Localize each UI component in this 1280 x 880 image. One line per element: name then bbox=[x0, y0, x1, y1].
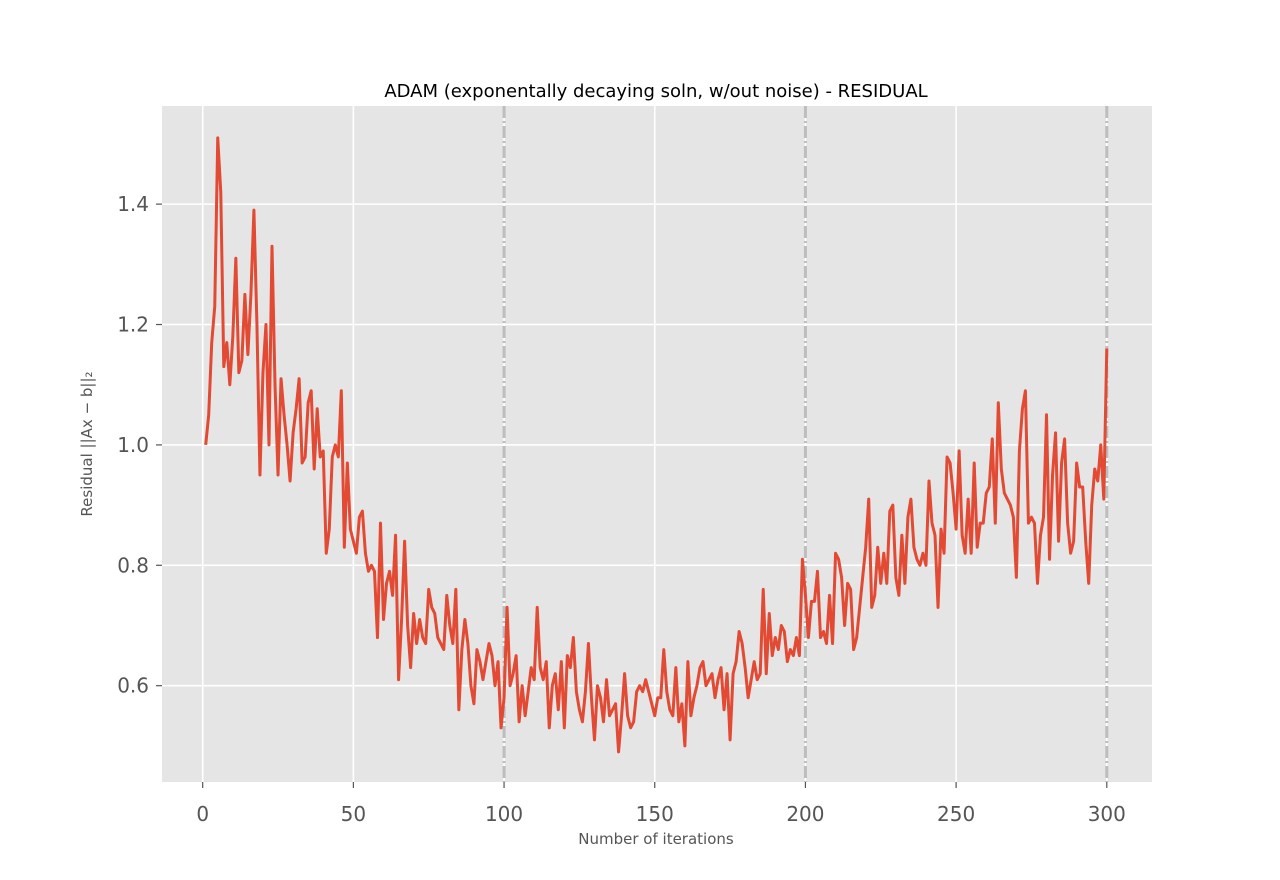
y-tick-label: 1.4 bbox=[117, 192, 149, 216]
y-tick-label: 0.8 bbox=[117, 553, 149, 577]
x-tick-label: 300 bbox=[1088, 802, 1126, 826]
y-tick-label: 1.2 bbox=[117, 313, 149, 337]
series-line bbox=[204, 136, 1109, 754]
plot-area bbox=[162, 106, 1152, 782]
y-tick-label: 1.0 bbox=[117, 433, 149, 457]
x-tick-label: 100 bbox=[485, 802, 523, 826]
series-layer bbox=[204, 136, 1109, 754]
chart-title: ADAM (exponentally decaying soln, w/out … bbox=[384, 81, 927, 102]
x-tick-label: 0 bbox=[196, 802, 209, 826]
x-axis-label: Number of iterations bbox=[578, 830, 734, 848]
y-tick-label: 0.6 bbox=[117, 674, 149, 698]
x-tick-label: 150 bbox=[636, 802, 674, 826]
x-tick-label: 200 bbox=[786, 802, 824, 826]
y-axis-label: Residual ||Ax − b||₂ bbox=[78, 371, 96, 516]
grid-layer bbox=[162, 106, 1152, 782]
tick-layer: 0 50 100 150 200 250 300 0.6 0.8 1.0 1.2 1.4 bbox=[117, 192, 1126, 826]
x-tick-label: 50 bbox=[341, 802, 366, 826]
x-tick-label: 250 bbox=[937, 802, 975, 826]
